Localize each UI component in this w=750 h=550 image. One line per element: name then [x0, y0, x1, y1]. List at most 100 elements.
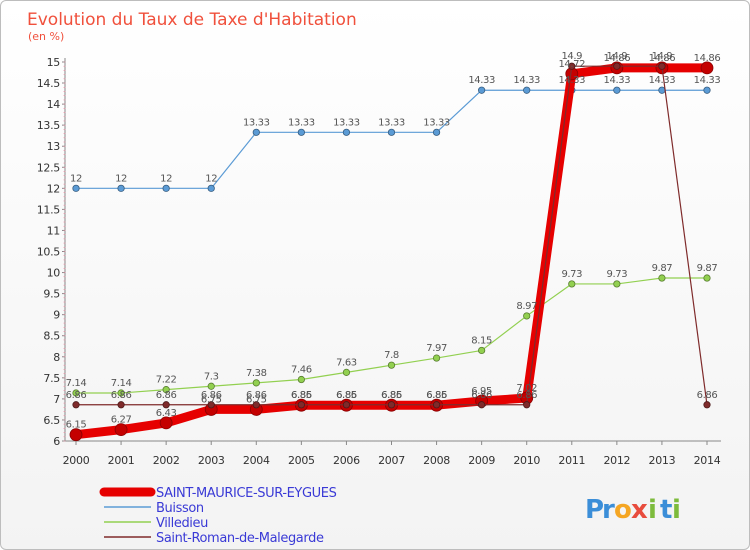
y-tick-label: 14.5	[37, 77, 61, 90]
data-label: 14.9	[607, 51, 628, 62]
data-label: 7.97	[426, 343, 447, 354]
legend-label: Villedieu	[156, 516, 208, 531]
y-tick-label: 11.5	[37, 203, 61, 216]
data-label: 7.22	[156, 375, 177, 386]
data-point	[387, 361, 396, 369]
data-label: 6.43	[156, 408, 177, 419]
data-label: 7.8	[384, 350, 399, 361]
unit-label: (en %)	[28, 30, 64, 43]
data-point	[613, 62, 621, 70]
data-point	[658, 86, 666, 94]
data-label: 7.63	[336, 357, 357, 368]
data-point	[207, 184, 215, 192]
data-point	[613, 86, 621, 94]
data-point	[703, 274, 711, 282]
data-point	[297, 128, 305, 136]
y-tick-label: 14	[47, 98, 61, 111]
x-tick-label: 2014	[694, 454, 721, 467]
data-label: 6.86	[336, 390, 357, 401]
data-label: 6.75	[201, 394, 222, 405]
data-point	[207, 382, 215, 390]
data-label: 6.27	[111, 415, 132, 426]
data-point	[478, 401, 486, 409]
x-tick-label: 2011	[558, 454, 585, 467]
x-tick-label: 2003	[198, 454, 225, 467]
data-label: 6.85	[381, 390, 402, 401]
data-label: 7.46	[291, 365, 312, 376]
axes: 6 6.5 7 7.5 8 8.5 9 9.5 10 10.5 11 11.5 12 12.5 13 13.5…	[37, 56, 721, 467]
data-label: 6.86	[111, 390, 132, 401]
data-point	[159, 416, 173, 430]
data-point	[207, 401, 215, 409]
data-point	[568, 62, 576, 70]
data-point	[613, 280, 621, 288]
x-tick-label: 2012	[603, 454, 630, 467]
data-label: 14.9	[561, 51, 582, 62]
data-label: 6.86	[471, 390, 492, 401]
data-point	[252, 128, 260, 136]
y-tick-label: 9	[53, 309, 60, 322]
data-label: 14.33	[604, 75, 631, 86]
data-label: 7.38	[246, 368, 267, 379]
data-point	[117, 184, 125, 192]
y-tick-label: 12.5	[37, 161, 61, 174]
y-tick-label: 10.5	[37, 246, 61, 259]
data-point	[72, 389, 80, 397]
data-point	[117, 401, 125, 409]
data-label: 6.85	[336, 390, 357, 401]
data-label: 6.86	[516, 390, 537, 401]
data-point	[703, 401, 711, 409]
data-label: 6.86	[246, 390, 267, 401]
data-point	[162, 184, 170, 192]
x-tick-label: 2002	[153, 454, 180, 467]
data-label: 14.86	[694, 53, 721, 64]
y-tick-label: 7	[53, 393, 60, 406]
data-point	[478, 86, 486, 94]
data-label: 6.85	[426, 390, 447, 401]
data-point	[162, 386, 170, 394]
legend-label: Buisson	[156, 501, 204, 516]
data-point	[297, 375, 305, 384]
data-label: 9.73	[561, 269, 582, 280]
data-label: 14.33	[694, 75, 721, 86]
data-point	[523, 86, 531, 94]
data-label: 6.85	[291, 390, 312, 401]
data-point	[658, 62, 666, 70]
legend-label: SAINT-MAURICE-SUR-EYGUES	[156, 486, 337, 501]
data-label: 14.33	[513, 75, 540, 86]
data-label: 12	[205, 173, 217, 184]
data-point	[432, 354, 441, 362]
y-tick-label: 6.5	[43, 414, 60, 427]
data-label: 6.86	[381, 390, 402, 401]
x-tick-label: 2005	[288, 454, 315, 467]
x-tick-label: 2004	[243, 454, 270, 467]
data-label: 8.97	[516, 301, 537, 312]
data-label: 6.86	[291, 390, 312, 401]
data-label: 6.75	[246, 394, 267, 405]
data-label: 9.87	[652, 263, 673, 274]
x-tick-label: 2008	[423, 454, 450, 467]
data-label: 14.9	[652, 51, 673, 62]
x-tick-label: 2000	[63, 454, 90, 467]
logo-letter: r	[602, 495, 615, 525]
x-tick-label: 2013	[649, 454, 676, 467]
data-label: 6.86	[66, 390, 87, 401]
data-label: 13.33	[423, 117, 450, 128]
data-point	[387, 128, 396, 136]
data-label: 6.86	[426, 390, 447, 401]
logo-letter: P	[585, 495, 604, 525]
data-label: 6.86	[201, 390, 222, 401]
data-label: 7.02	[516, 383, 537, 394]
data-point	[297, 401, 305, 409]
data-label: 13.33	[243, 117, 270, 128]
y-tick-label: 11	[47, 224, 60, 237]
data-point	[69, 428, 83, 442]
logo-letter: x	[631, 495, 648, 525]
data-label: 14.33	[649, 75, 676, 86]
data-point	[658, 274, 666, 282]
data-point	[478, 346, 486, 355]
chart-title: Evolution du Taux de Taxe d'Habitation	[27, 10, 357, 30]
y-tick-label: 13	[47, 140, 61, 153]
